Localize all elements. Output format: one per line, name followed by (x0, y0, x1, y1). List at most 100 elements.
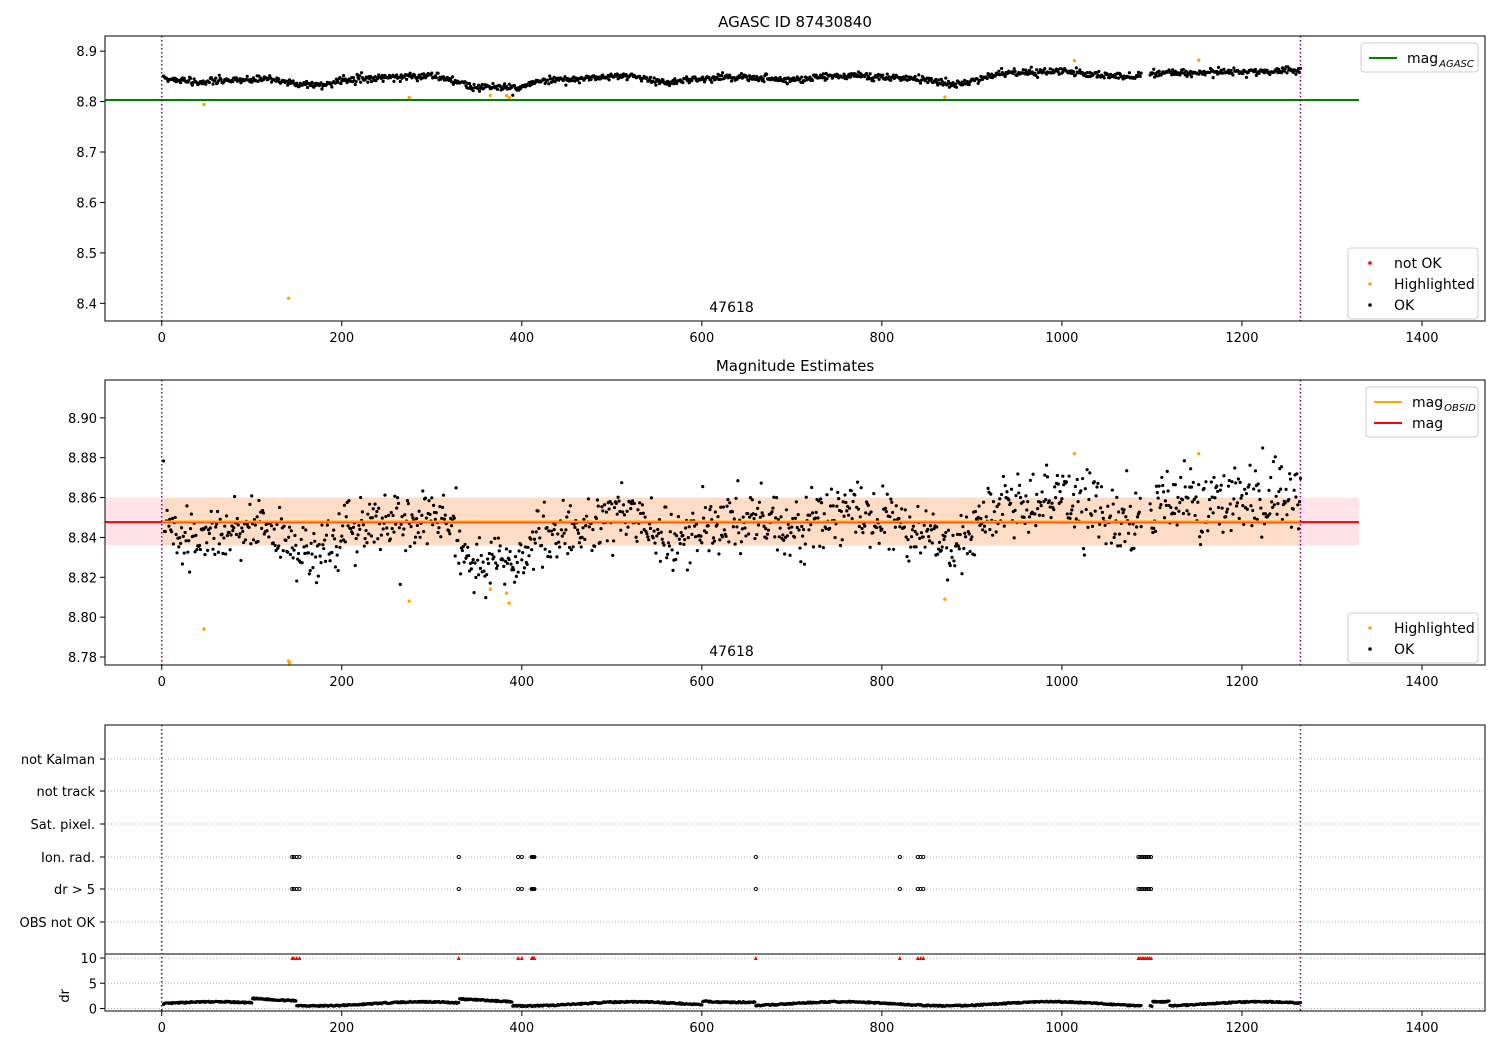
ok-point (619, 528, 623, 532)
ok-point (533, 541, 537, 545)
ok-point (593, 544, 597, 548)
ok-point (626, 525, 630, 529)
ok-point (1238, 480, 1242, 484)
ok-point (1093, 509, 1097, 513)
ok-point (1164, 503, 1168, 508)
ok-point (290, 546, 294, 550)
ok-point (415, 79, 419, 83)
ok-point (174, 532, 178, 537)
ok-point (222, 536, 226, 540)
ok-point (358, 527, 362, 531)
ok-point (1244, 75, 1249, 79)
ok-point (958, 532, 962, 537)
ok-point (237, 535, 241, 539)
ok-point (211, 82, 215, 86)
panel-2-frame (104, 379, 1486, 666)
ok-point (731, 525, 735, 529)
ok-point (519, 543, 523, 547)
ok-point (476, 83, 481, 87)
ok-point (794, 500, 798, 504)
dr-clipped-marker (532, 956, 537, 961)
ok-point (961, 525, 965, 529)
flag-point (897, 854, 902, 860)
ok-point (462, 560, 466, 564)
ok-point (1039, 504, 1043, 508)
ok-point (751, 512, 755, 516)
ok-point (1027, 515, 1032, 519)
ok-point (1031, 472, 1035, 476)
ok-point (1090, 513, 1094, 517)
ok-point (1232, 497, 1236, 501)
ok-point (667, 544, 672, 548)
ok-point (787, 526, 791, 530)
ok-point (1239, 496, 1243, 500)
ok-point (580, 535, 584, 539)
ok-point (1167, 503, 1171, 508)
ok-point (913, 74, 917, 79)
ok-point (484, 596, 488, 600)
ok-point (1267, 488, 1271, 492)
ok-point (1086, 525, 1090, 529)
ok-point (1169, 505, 1173, 510)
ok-point (1122, 508, 1126, 512)
ok-point (989, 492, 993, 496)
ok-point (299, 537, 303, 542)
ok-point (1160, 475, 1164, 480)
ok-point (547, 529, 551, 533)
ok-point (765, 536, 769, 540)
ok-point (1161, 483, 1165, 488)
x-tick-label: 0 (158, 1021, 166, 1036)
ok-point (868, 72, 872, 76)
ok-point (319, 81, 323, 85)
ok-point (695, 549, 699, 553)
ok-point (877, 541, 881, 545)
ok-point (604, 510, 609, 514)
ok-point (715, 522, 719, 527)
ok-point (314, 555, 318, 559)
ok-point (289, 529, 293, 533)
ok-point (568, 504, 573, 508)
ok-point (798, 546, 802, 550)
ok-point (381, 79, 385, 83)
ok-point (850, 516, 854, 521)
ok-point (679, 530, 683, 535)
ok-point (807, 528, 811, 532)
ok-point (1194, 495, 1198, 499)
ok-point (822, 512, 826, 516)
ok-point (1045, 463, 1049, 467)
ok-point (810, 485, 814, 490)
ok-point (1254, 73, 1258, 77)
ok-point (1189, 485, 1194, 489)
ok-point (683, 537, 687, 542)
ok-point (1101, 516, 1105, 520)
ok-point (481, 560, 485, 564)
ok-point (1033, 512, 1037, 516)
ok-point (1229, 68, 1233, 73)
ok-point (796, 513, 800, 517)
ok-point (844, 500, 848, 505)
ok-point (666, 552, 670, 556)
ok-point (281, 549, 285, 553)
dr-point (250, 1001, 254, 1005)
ok-point (1017, 483, 1022, 487)
ok-point (1202, 486, 1206, 491)
ok-point (659, 530, 663, 534)
legend-subscript: OBSID (1444, 403, 1476, 414)
ok-point (702, 516, 706, 520)
ok-point (985, 76, 989, 81)
ok-point (529, 537, 533, 541)
ok-point (791, 516, 795, 521)
ok-point (1249, 504, 1253, 508)
ok-point (667, 83, 672, 88)
flag-point (918, 886, 923, 892)
ok-point (864, 511, 868, 515)
ok-point (594, 516, 599, 520)
ok-point (926, 527, 930, 531)
ok-point (1207, 514, 1211, 519)
ok-point (198, 547, 203, 552)
ok-point (954, 82, 958, 86)
ok-point (470, 86, 474, 90)
flag-label: not Kalman (21, 753, 95, 768)
ok-point (469, 567, 473, 571)
ok-point (630, 502, 634, 506)
